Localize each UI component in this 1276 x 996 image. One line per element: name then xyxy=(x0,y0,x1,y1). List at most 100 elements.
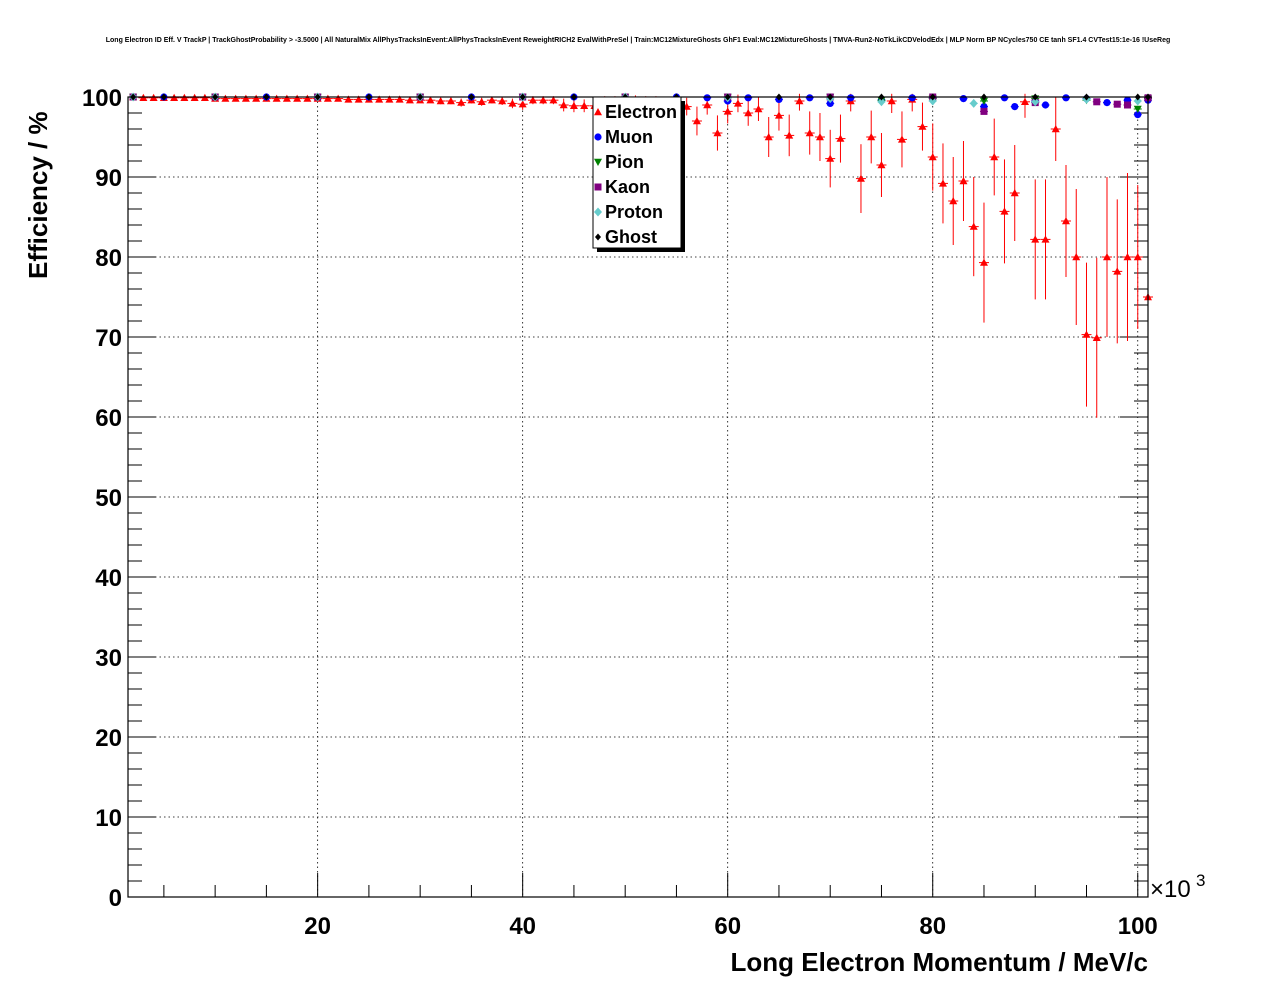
x-axis-exponent: ×10 3 xyxy=(1150,871,1205,903)
data-point xyxy=(969,98,978,108)
data-point xyxy=(436,97,445,105)
x-tick-label: 60 xyxy=(714,913,741,940)
chart-title: Long Electron ID Eff. V TrackP | TrackGh… xyxy=(106,37,1171,44)
y-tick-label: 10 xyxy=(95,805,122,832)
data-point xyxy=(703,94,711,102)
data-point xyxy=(426,96,435,104)
y-tick-label: 20 xyxy=(95,725,122,752)
data-point xyxy=(344,95,353,103)
data-point xyxy=(703,101,712,109)
data-point xyxy=(1113,100,1121,108)
data-point xyxy=(897,135,906,143)
data-point xyxy=(815,133,824,141)
data-point xyxy=(539,96,548,104)
data-point xyxy=(1062,94,1070,102)
data-point xyxy=(990,153,999,161)
legend: Electron Muon Pion Kaon Proton Ghost xyxy=(592,96,685,252)
y-tick-labels: 0 10 20 30 40 50 60 70 80 90 100 xyxy=(82,85,122,912)
data-point xyxy=(375,95,384,103)
data-point xyxy=(1031,235,1040,243)
y-tick-label: 30 xyxy=(95,645,122,672)
y-axis-title: Efficiency / % xyxy=(23,111,53,279)
data-point xyxy=(1133,96,1142,106)
data-point xyxy=(877,161,886,169)
data-point xyxy=(221,94,230,102)
x-axis-title: Long Electron Momentum / MeV/c xyxy=(731,947,1148,977)
data-point xyxy=(405,96,414,104)
data-point xyxy=(713,129,722,137)
y-tick-label: 90 xyxy=(95,165,122,192)
data-point xyxy=(806,94,814,102)
data-point xyxy=(446,97,455,105)
data-point xyxy=(1072,253,1081,261)
data-point xyxy=(1134,111,1142,119)
legend-label-kaon: Kaon xyxy=(605,177,650,197)
data-point xyxy=(847,94,855,102)
data-point xyxy=(949,197,958,205)
legend-label-proton: Proton xyxy=(605,202,663,222)
data-point xyxy=(1010,189,1019,197)
data-point xyxy=(795,97,804,105)
data-point xyxy=(928,153,937,161)
data-point xyxy=(805,129,814,137)
legend-box xyxy=(592,96,682,249)
data-point xyxy=(293,94,302,102)
data-point xyxy=(774,111,783,119)
legend-label-ghost: Ghost xyxy=(605,227,657,247)
x-exponent-base: ×10 xyxy=(1150,876,1191,903)
data-point xyxy=(559,101,568,109)
data-point xyxy=(877,97,886,107)
data-point xyxy=(1020,97,1029,105)
data-point xyxy=(867,133,876,141)
data-point xyxy=(528,96,537,104)
data-point xyxy=(1102,253,1111,261)
data-point xyxy=(856,174,865,182)
legend-marker-proton xyxy=(594,207,602,217)
x-tick-label: 40 xyxy=(509,913,536,940)
data-point xyxy=(979,258,988,266)
x-tick-label: 80 xyxy=(919,913,946,940)
x-tick-labels: 20 40 60 80 100 xyxy=(304,913,1157,940)
data-point xyxy=(744,94,752,102)
y-tick-label: 0 xyxy=(109,885,122,912)
data-point xyxy=(959,177,968,185)
y-tick-label: 60 xyxy=(95,405,122,432)
data-point xyxy=(1103,99,1111,107)
data-point xyxy=(518,100,527,108)
data-point xyxy=(395,95,404,103)
data-point xyxy=(692,117,701,125)
data-point xyxy=(908,94,916,102)
data-point xyxy=(785,131,794,139)
data-point xyxy=(1051,125,1060,133)
grid-lines xyxy=(128,97,1148,897)
y-tick-label: 50 xyxy=(95,485,122,512)
legend-marker-ghost xyxy=(595,233,601,241)
data-point xyxy=(1093,98,1101,106)
data-point xyxy=(836,134,845,142)
data-point xyxy=(487,96,496,104)
y-tick-label: 100 xyxy=(82,85,122,112)
data-point xyxy=(272,94,281,102)
data-point xyxy=(938,179,947,187)
legend-marker-muon xyxy=(594,133,602,141)
legend-label-muon: Muon xyxy=(605,127,653,147)
data-point xyxy=(1123,253,1132,261)
data-point xyxy=(1031,97,1040,107)
data-point xyxy=(569,101,578,109)
data-point xyxy=(1133,253,1142,261)
data-point xyxy=(887,97,896,105)
data-point xyxy=(754,105,763,113)
data-point xyxy=(764,133,773,141)
legend-label-electron: Electron xyxy=(605,102,677,122)
legend-marker-electron xyxy=(594,108,602,116)
data-point xyxy=(323,94,332,102)
x-tick-label: 100 xyxy=(1118,913,1158,940)
data-point xyxy=(231,94,240,102)
y-tick-label: 80 xyxy=(95,245,122,272)
legend-label-pion: Pion xyxy=(605,152,644,172)
data-point xyxy=(959,95,968,103)
data-point xyxy=(723,107,732,115)
data-point xyxy=(1000,207,1009,215)
series-ghost xyxy=(129,93,1152,101)
